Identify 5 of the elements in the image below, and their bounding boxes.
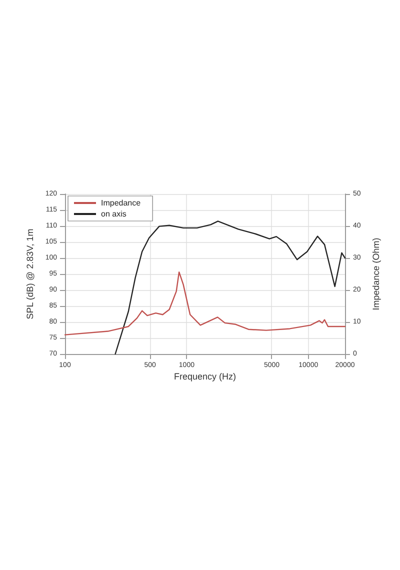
legend-label: on axis	[101, 210, 126, 218]
y2-axis-title: Impedance (Ohm)	[371, 238, 382, 310]
y-axis-title: SPL (dB) @ 2.83V, 1m	[24, 228, 35, 320]
x-axis-title: Frequency (Hz)	[174, 372, 236, 382]
legend-label: Impedance	[101, 198, 142, 208]
